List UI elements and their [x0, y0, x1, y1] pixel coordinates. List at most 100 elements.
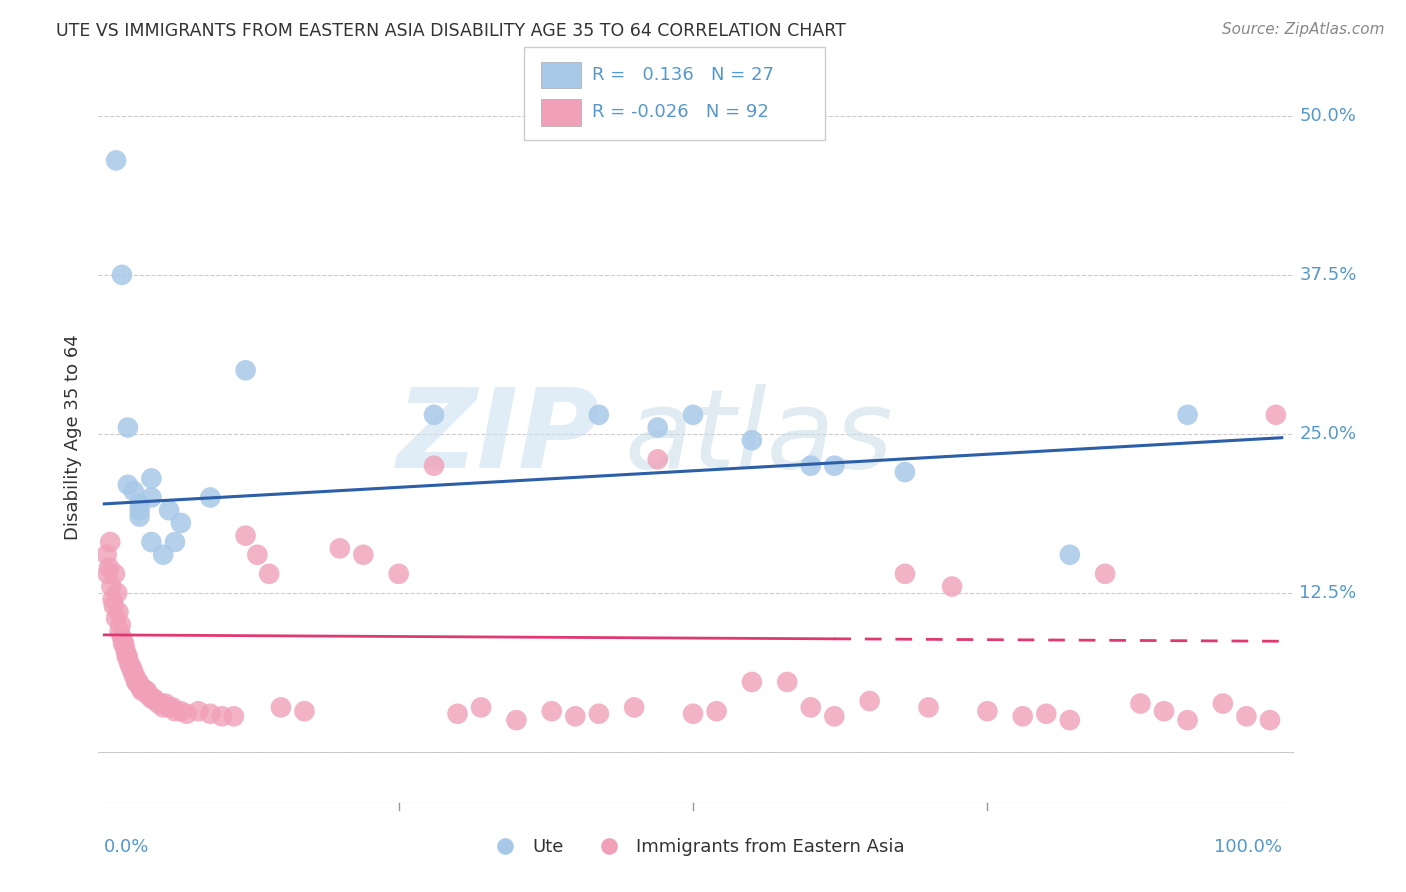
- Point: [142, 691, 165, 706]
- Point: [105, 153, 128, 168]
- Point: [134, 684, 156, 698]
- Text: R = -0.026   N = 92: R = -0.026 N = 92: [592, 103, 769, 121]
- Point: [112, 637, 135, 651]
- Point: [141, 491, 163, 505]
- Point: [162, 700, 184, 714]
- Point: [120, 658, 142, 673]
- Text: 25.0%: 25.0%: [1299, 425, 1357, 443]
- Point: [294, 704, 316, 718]
- Point: [647, 420, 669, 434]
- Point: [141, 471, 163, 485]
- Point: [97, 566, 120, 581]
- Point: [1177, 713, 1199, 727]
- Point: [157, 700, 180, 714]
- Point: [98, 560, 121, 574]
- Point: [128, 503, 150, 517]
- Point: [145, 694, 167, 708]
- Y-axis label: Disability Age 35 to 64: Disability Age 35 to 64: [65, 334, 83, 540]
- Point: [115, 649, 138, 664]
- Point: [894, 465, 917, 479]
- Point: [741, 675, 763, 690]
- Point: [823, 709, 845, 723]
- Point: [104, 566, 127, 581]
- Point: [423, 458, 446, 473]
- Point: [132, 681, 155, 696]
- Point: [200, 706, 222, 721]
- Point: [105, 611, 128, 625]
- Point: [127, 675, 149, 690]
- Point: [107, 605, 129, 619]
- Point: [1153, 704, 1175, 718]
- Point: [120, 662, 142, 676]
- Point: [112, 637, 135, 651]
- Point: [1129, 697, 1152, 711]
- Point: [134, 684, 156, 698]
- Point: [859, 694, 882, 708]
- Text: 12.5%: 12.5%: [1299, 584, 1357, 602]
- Point: [122, 484, 145, 499]
- Point: [776, 675, 799, 690]
- Point: [540, 704, 562, 718]
- Point: [128, 497, 150, 511]
- Point: [118, 656, 141, 670]
- Point: [682, 408, 704, 422]
- Text: R =   0.136   N = 27: R = 0.136 N = 27: [592, 66, 773, 84]
- Point: [941, 580, 963, 594]
- Point: [105, 586, 128, 600]
- Point: [235, 363, 257, 377]
- Point: [800, 458, 823, 473]
- Point: [976, 704, 998, 718]
- Point: [117, 420, 139, 434]
- Point: [149, 697, 172, 711]
- Point: [138, 688, 160, 702]
- Point: [917, 700, 939, 714]
- Point: [1264, 408, 1286, 422]
- Point: [647, 452, 669, 467]
- Point: [128, 679, 150, 693]
- Point: [388, 566, 411, 581]
- Point: [121, 662, 143, 676]
- Point: [124, 668, 146, 682]
- Point: [588, 706, 610, 721]
- Point: [114, 643, 136, 657]
- Point: [270, 700, 292, 714]
- Point: [141, 535, 163, 549]
- Point: [470, 700, 492, 714]
- Point: [157, 503, 180, 517]
- Point: [98, 535, 121, 549]
- Point: [329, 541, 352, 556]
- Point: [176, 706, 198, 721]
- Point: [111, 631, 134, 645]
- Point: [823, 458, 845, 473]
- Text: atlas: atlas: [624, 384, 893, 491]
- Point: [1059, 713, 1081, 727]
- Text: UTE VS IMMIGRANTS FROM EASTERN ASIA DISABILITY AGE 35 TO 64 CORRELATION CHART: UTE VS IMMIGRANTS FROM EASTERN ASIA DISA…: [56, 22, 846, 40]
- Point: [111, 268, 134, 282]
- Point: [800, 700, 823, 714]
- Point: [235, 529, 257, 543]
- Point: [200, 491, 222, 505]
- Point: [1094, 566, 1116, 581]
- Point: [117, 649, 139, 664]
- Point: [127, 675, 149, 690]
- Point: [117, 477, 139, 491]
- Point: [257, 566, 280, 581]
- Point: [564, 709, 586, 723]
- Point: [122, 668, 145, 682]
- Point: [706, 704, 728, 718]
- Point: [101, 592, 124, 607]
- Point: [588, 408, 610, 422]
- Point: [1212, 697, 1234, 711]
- Point: [136, 688, 159, 702]
- Point: [108, 624, 131, 638]
- Point: [222, 709, 245, 723]
- Point: [163, 704, 186, 718]
- Point: [96, 548, 118, 562]
- Text: Source: ZipAtlas.com: Source: ZipAtlas.com: [1222, 22, 1385, 37]
- Point: [423, 408, 446, 422]
- Point: [148, 697, 170, 711]
- Point: [446, 706, 468, 721]
- Point: [1177, 408, 1199, 422]
- Point: [352, 548, 374, 562]
- Point: [682, 706, 704, 721]
